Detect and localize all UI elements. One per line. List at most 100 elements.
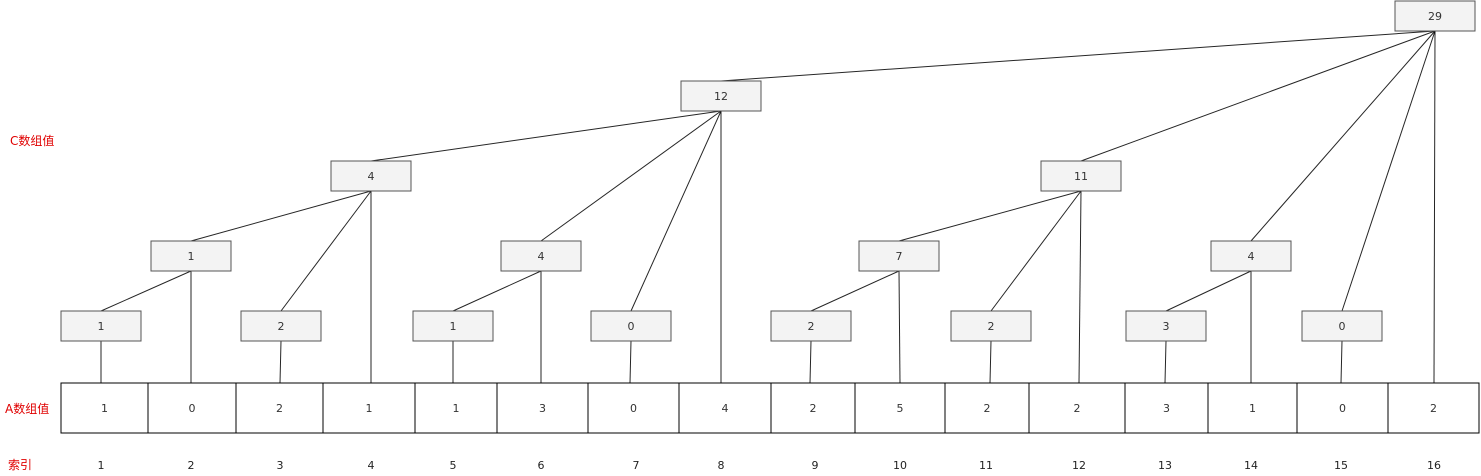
c-node-value-c15: 0: [1339, 320, 1346, 333]
a-array-value: 2: [1074, 402, 1081, 415]
c-node-box-c11: [950, 310, 1032, 342]
a-array-value: 0: [1339, 402, 1346, 415]
c-node-box-c7: [590, 310, 672, 342]
index-value: 5: [450, 459, 457, 472]
edge-c14-c13: [1165, 270, 1252, 312]
edge-c15-a15: [1340, 340, 1343, 384]
edge-c10-c9: [810, 270, 900, 312]
c-node-value-c8: 12: [714, 90, 728, 103]
a-array-cell: [235, 382, 324, 434]
a-array-cell: [770, 382, 856, 434]
index-value: 11: [979, 459, 993, 472]
c-node-box-c13: [1125, 310, 1207, 342]
c-node-box-c5: [412, 310, 494, 342]
edge-c2-c1: [100, 270, 192, 312]
c-node-box-c3: [240, 310, 322, 342]
edge-c13-a13: [1164, 340, 1167, 384]
a-array-cell: [1296, 382, 1389, 434]
edge-c6-c5: [452, 270, 542, 312]
edge-c16-c12: [1080, 30, 1436, 162]
a-array-value: 3: [1163, 402, 1170, 415]
a-array-value: 2: [810, 402, 817, 415]
index-label: 索引: [8, 458, 32, 472]
a-array-row: 1 0 2 1 1 3 0 4 2 5 2 2 3 1 0 2: [60, 382, 1480, 434]
edge-c16-a16: [1433, 30, 1436, 384]
a-array-value: 1: [101, 402, 108, 415]
c-node-box-c9: [770, 310, 852, 342]
c-node-value-c16: 29: [1428, 10, 1442, 23]
index-value: 3: [277, 459, 284, 472]
edge-c9-a9: [809, 340, 812, 384]
a-array-label: A数组值: [5, 401, 49, 416]
a-array-cell: [944, 382, 1030, 434]
edge-c12-a12: [1078, 190, 1082, 384]
a-array-value: 2: [1430, 402, 1437, 415]
edge-c12-c10: [898, 190, 1082, 242]
index-value: 7: [633, 459, 640, 472]
index-value: 15: [1334, 459, 1348, 472]
a-array-value: 3: [539, 402, 546, 415]
c-node-value-c1: 1: [98, 320, 105, 333]
index-value: 9: [812, 459, 819, 472]
tree-edges: [100, 30, 1436, 384]
index-value: 10: [893, 459, 907, 472]
c-node-value-c4: 4: [368, 170, 375, 183]
c-node-box-c10: [858, 240, 940, 272]
c-node-value-c6: 4: [538, 250, 545, 263]
c-node-box-c6: [500, 240, 582, 272]
c-node-value-c3: 2: [278, 320, 285, 333]
a-array-value: 4: [722, 402, 729, 415]
a-array-value: 1: [366, 402, 373, 415]
a-array-value: 0: [630, 402, 637, 415]
edge-c16-c15: [1341, 30, 1436, 312]
c-node-box-c1: [60, 310, 142, 342]
c-node-value-c5: 1: [450, 320, 457, 333]
c-node-value-c7: 0: [628, 320, 635, 333]
index-value: 2: [188, 459, 195, 472]
c-array-label: C数组值: [10, 133, 54, 148]
c-node-value-c13: 3: [1163, 320, 1170, 333]
c-node-value-c12: 11: [1074, 170, 1088, 183]
a-array-cell: [1387, 382, 1480, 434]
edge-c8-c7: [630, 110, 722, 312]
c-node-box-c4: [330, 160, 412, 192]
a-array-value: 1: [1249, 402, 1256, 415]
edge-c16-c14: [1250, 30, 1436, 242]
c-node-box-c16: [1394, 0, 1476, 32]
index-value: 4: [368, 459, 375, 472]
c-node-box-c15: [1301, 310, 1383, 342]
edge-c12-c11: [990, 190, 1082, 312]
a-array-cell: [1207, 382, 1298, 434]
a-array-value: 2: [984, 402, 991, 415]
a-array-value: 5: [897, 402, 904, 415]
edge-c16-c8: [720, 30, 1436, 82]
edge-c7-a7: [629, 340, 632, 384]
c-node-value-c11: 2: [988, 320, 995, 333]
c-node-value-c14: 4: [1248, 250, 1255, 263]
index-value: 13: [1158, 459, 1172, 472]
index-value: 14: [1244, 459, 1258, 472]
index-value: 6: [538, 459, 545, 472]
c-node-box-c14: [1210, 240, 1292, 272]
a-array-cell: [60, 382, 149, 434]
a-array-cell: [854, 382, 946, 434]
a-array-value: 0: [189, 402, 196, 415]
c-node-value-c2: 1: [188, 250, 195, 263]
edge-c3-a3: [279, 340, 282, 384]
a-array-cell: [1124, 382, 1209, 434]
c-node-box-c2: [150, 240, 232, 272]
edge-c4-c2: [190, 190, 372, 242]
edge-c10-a10: [898, 270, 901, 384]
a-array-cell: [587, 382, 680, 434]
edge-c8-c6: [540, 110, 722, 242]
c-node-box-c12: [1040, 160, 1122, 192]
c-node-box-c8: [680, 80, 762, 112]
index-value: 8: [718, 459, 725, 472]
index-value: 12: [1072, 459, 1086, 472]
c-node-value-c10: 7: [896, 250, 903, 263]
index-value: 16: [1427, 459, 1441, 472]
a-array-value: 1: [453, 402, 460, 415]
c-node-value-c9: 2: [808, 320, 815, 333]
